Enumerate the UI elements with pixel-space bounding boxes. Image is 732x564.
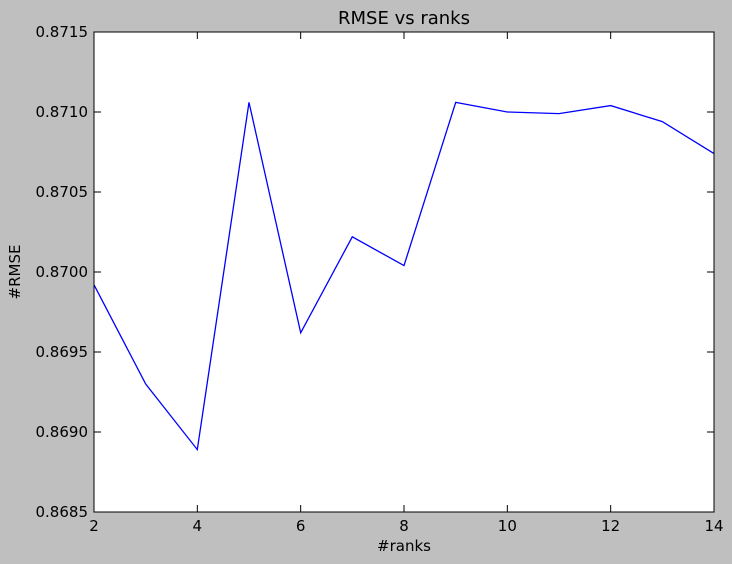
y-tick-label: 0.8715: [36, 23, 89, 41]
y-tick-label: 0.8695: [36, 343, 89, 361]
x-axis-label: #ranks: [377, 537, 431, 555]
x-tick-label: 12: [601, 517, 620, 535]
x-axis: 2 4 6 8 10 12 14: [89, 32, 724, 535]
plot-frame: [93, 31, 715, 513]
x-tick-label: 4: [193, 517, 203, 535]
series-line: [93, 101, 715, 452]
y-tick-label: 0.8710: [36, 103, 89, 121]
y-tick-label: 0.8700: [36, 263, 89, 281]
y-tick-label: 0.8690: [36, 423, 89, 441]
x-tick-label: 14: [704, 517, 723, 535]
x-tick-label: 6: [296, 517, 306, 535]
x-tick-label: 10: [498, 517, 517, 535]
x-tick-label: 2: [89, 517, 99, 535]
chart-title: RMSE vs ranks: [338, 8, 470, 29]
plot-area: [94, 32, 714, 512]
y-axis-label: #RMSE: [6, 245, 24, 300]
y-axis: 0.8685 0.8690 0.8695 0.8700 0.8705 0.8710 0.87…: [36, 23, 714, 521]
y-tick-label: 0.8685: [36, 503, 89, 521]
x-tick-label: 8: [399, 517, 409, 535]
y-tick-label: 0.8705: [36, 183, 89, 201]
